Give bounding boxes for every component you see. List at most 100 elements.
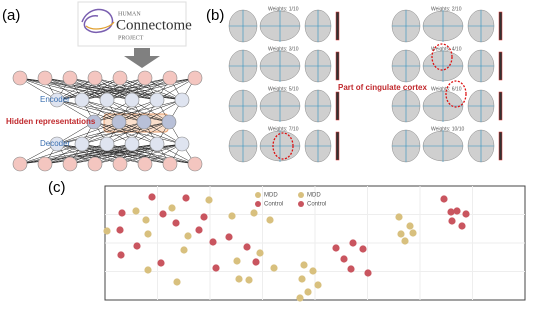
point xyxy=(401,237,409,245)
colorbar xyxy=(335,11,340,41)
point xyxy=(332,244,340,252)
point xyxy=(103,227,111,235)
point xyxy=(458,222,466,230)
point xyxy=(440,195,448,203)
node xyxy=(137,156,153,172)
weight-label: Weights: 10/10 xyxy=(431,126,464,132)
point xyxy=(448,217,456,225)
highlight-circle xyxy=(445,80,467,108)
legend-marker xyxy=(298,192,304,198)
point xyxy=(250,209,258,217)
node xyxy=(112,70,128,86)
node xyxy=(111,114,127,130)
point xyxy=(447,208,455,216)
logo-bottom: PROJECT xyxy=(118,35,144,41)
network xyxy=(12,70,203,172)
point xyxy=(453,207,461,215)
node xyxy=(87,156,103,172)
node xyxy=(149,136,165,152)
edge xyxy=(56,77,96,101)
point xyxy=(233,257,241,265)
brain-grid: Weights: 1/10 Weights: 3/10 Weights: 5/10 W… xyxy=(228,6,503,163)
node xyxy=(137,70,153,86)
colorbar xyxy=(335,91,340,121)
point xyxy=(349,239,357,247)
highlight-circle xyxy=(272,132,294,160)
edge xyxy=(81,121,170,145)
node xyxy=(112,156,128,172)
legend-marker xyxy=(255,192,261,198)
point xyxy=(309,267,317,275)
colorbar xyxy=(498,11,503,41)
decoder-label: Decoder xyxy=(40,139,71,148)
node xyxy=(49,136,65,152)
node xyxy=(62,156,78,172)
node xyxy=(99,136,115,152)
edge xyxy=(118,99,183,123)
point xyxy=(340,255,348,263)
point xyxy=(300,261,308,269)
point xyxy=(209,238,217,246)
point xyxy=(148,193,156,201)
edge xyxy=(93,99,158,123)
node xyxy=(187,156,203,172)
node xyxy=(49,92,65,108)
logo-brain xyxy=(85,21,115,30)
legend-marker xyxy=(298,201,304,207)
panel-label: (a) xyxy=(2,7,20,24)
legend-marker xyxy=(255,201,261,207)
point xyxy=(406,222,414,230)
node xyxy=(174,92,190,108)
edge xyxy=(56,121,145,145)
point xyxy=(173,278,181,286)
colorbar xyxy=(335,51,340,81)
weight-label: Weights: 2/10 xyxy=(431,6,462,12)
edge xyxy=(106,77,196,101)
point xyxy=(395,213,403,221)
point xyxy=(409,229,417,237)
point xyxy=(168,204,176,212)
scatter: MDD Control MDD Control xyxy=(103,186,525,302)
point xyxy=(364,269,372,277)
node xyxy=(124,92,140,108)
point xyxy=(118,209,126,217)
edge xyxy=(56,121,170,145)
point xyxy=(245,276,253,284)
point xyxy=(180,246,188,254)
point xyxy=(159,210,167,218)
hidden-label: Hidden representations xyxy=(6,117,96,126)
point xyxy=(359,245,367,253)
weight-label: Weights: 4/10 xyxy=(431,46,462,52)
node xyxy=(74,92,90,108)
node xyxy=(37,156,53,172)
legend-label: MDD xyxy=(307,193,321,199)
point xyxy=(304,288,312,296)
annotation: Part of cingulate cortex xyxy=(338,83,427,92)
point xyxy=(144,230,152,238)
edge xyxy=(156,77,196,101)
legend-label: Control xyxy=(307,202,326,208)
point xyxy=(397,230,405,238)
panel-label: (b) xyxy=(206,7,224,24)
panel-label: (c) xyxy=(48,179,66,196)
edge xyxy=(56,77,121,101)
point xyxy=(235,275,243,283)
node xyxy=(37,70,53,86)
colorbar xyxy=(498,51,503,81)
weight-label: Weights: 6/10 xyxy=(431,86,462,92)
point xyxy=(256,249,264,257)
edge xyxy=(119,143,183,165)
point xyxy=(195,226,203,234)
point xyxy=(205,196,213,204)
node xyxy=(62,70,78,86)
legend-label: MDD xyxy=(264,193,278,199)
point xyxy=(298,275,306,283)
point xyxy=(225,233,233,241)
highlight-circle xyxy=(431,43,453,71)
weight-label: Weights: 5/10 xyxy=(268,86,299,92)
point xyxy=(270,264,278,272)
logo-top: HUMAN xyxy=(118,11,141,17)
node xyxy=(187,70,203,86)
point xyxy=(132,207,140,215)
node xyxy=(174,136,190,152)
